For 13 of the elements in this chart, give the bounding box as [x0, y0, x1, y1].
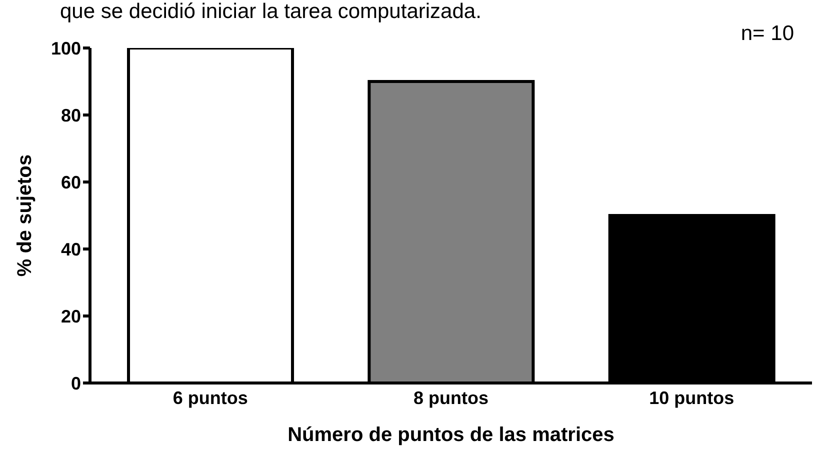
x-tick-label: 8 puntos [414, 388, 488, 408]
y-tick-label: 0 [70, 373, 81, 394]
y-tick-label: 80 [60, 105, 81, 126]
y-axis-title: % de sujetos [14, 154, 36, 277]
y-tick-label: 60 [60, 172, 81, 192]
y-tick-label: 20 [60, 306, 81, 326]
x-axis-title: Número de puntos de las matrices [288, 424, 614, 446]
y-tick-label: 40 [60, 239, 81, 260]
text: que se decidió iniciar la tarea computarizada. [60, 0, 482, 24]
text: n= 10 [740, 22, 794, 46]
x-tick-label: 6 puntos [172, 388, 248, 408]
y-tick-label: 100 [50, 38, 81, 58]
x-tick-label: 10 puntos [649, 388, 734, 408]
